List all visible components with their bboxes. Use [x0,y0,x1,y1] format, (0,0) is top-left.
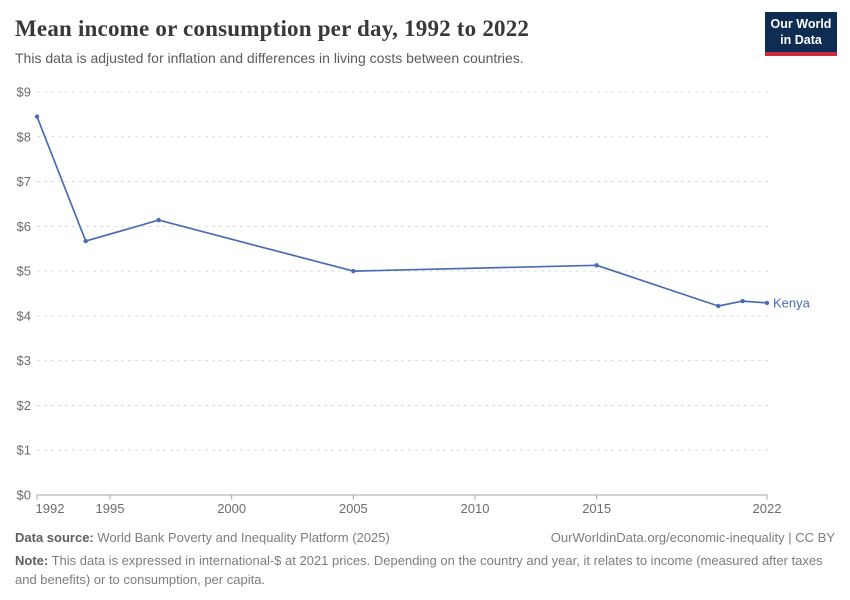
x-tick-label: 2000 [217,501,246,516]
y-tick-label: $2 [17,398,31,413]
y-tick-label: $9 [17,85,31,100]
x-tick-label: 1992 [36,501,65,516]
owid-logo-line2: in Data [780,32,822,47]
owid-link[interactable]: OurWorldinData.org/economic-inequality |… [550,530,835,545]
series-line-kenya[interactable] [36,115,768,307]
data-point-2022[interactable] [764,300,770,306]
y-tick-label: $5 [17,264,31,279]
note-label: Note: [15,553,49,568]
y-tick-label: $7 [17,174,31,189]
x-tick-label: 2022 [753,501,782,516]
data-point-1994[interactable] [83,238,88,244]
data-point-1997[interactable] [156,217,161,223]
data-point-2015[interactable] [594,263,599,268]
series-end-label[interactable]: Kenya [773,295,811,310]
y-tick-label: $1 [17,443,31,458]
note-text: This data is expressed in international-… [15,553,823,587]
y-tick-label: $8 [17,129,31,144]
chart-note: Note: This data is expressed in internat… [15,552,835,590]
data-point-2005[interactable] [351,268,356,274]
page-title: Mean income or consumption per day, 1992… [15,16,530,41]
y-tick-label: $6 [17,219,31,234]
y-tick-label: $3 [17,353,31,368]
chart-footer: Data source: World Bank Poverty and Ineq… [15,530,835,590]
y-tick-label: $0 [17,488,31,503]
line-chart-canvas[interactable]: $0 $1 $2 $3 $4 $5 $6 $7 $8 $9 1992 1995 2000 2005 2010… [0,0,850,525]
page-subtitle: This data is adjusted for inflation and … [15,50,524,66]
data-source: Data source: World Bank Poverty and Ineq… [15,530,390,545]
y-tick-label: $4 [17,308,31,323]
data-source-text: World Bank Poverty and Inequality Platfo… [93,530,390,545]
data-point-2020[interactable] [716,303,721,309]
owid-logo-line1: Our World [770,17,832,31]
data-point-1992[interactable] [34,114,40,119]
owid-logo[interactable]: Our World in Data [765,12,837,57]
x-tick-label: 2010 [461,501,490,516]
x-tick-label: 2005 [339,501,368,516]
data-source-label: Data source: [15,530,94,545]
x-tick-label: 1995 [96,501,125,516]
data-point-2021[interactable] [740,298,745,304]
x-tick-label: 2015 [582,501,611,516]
